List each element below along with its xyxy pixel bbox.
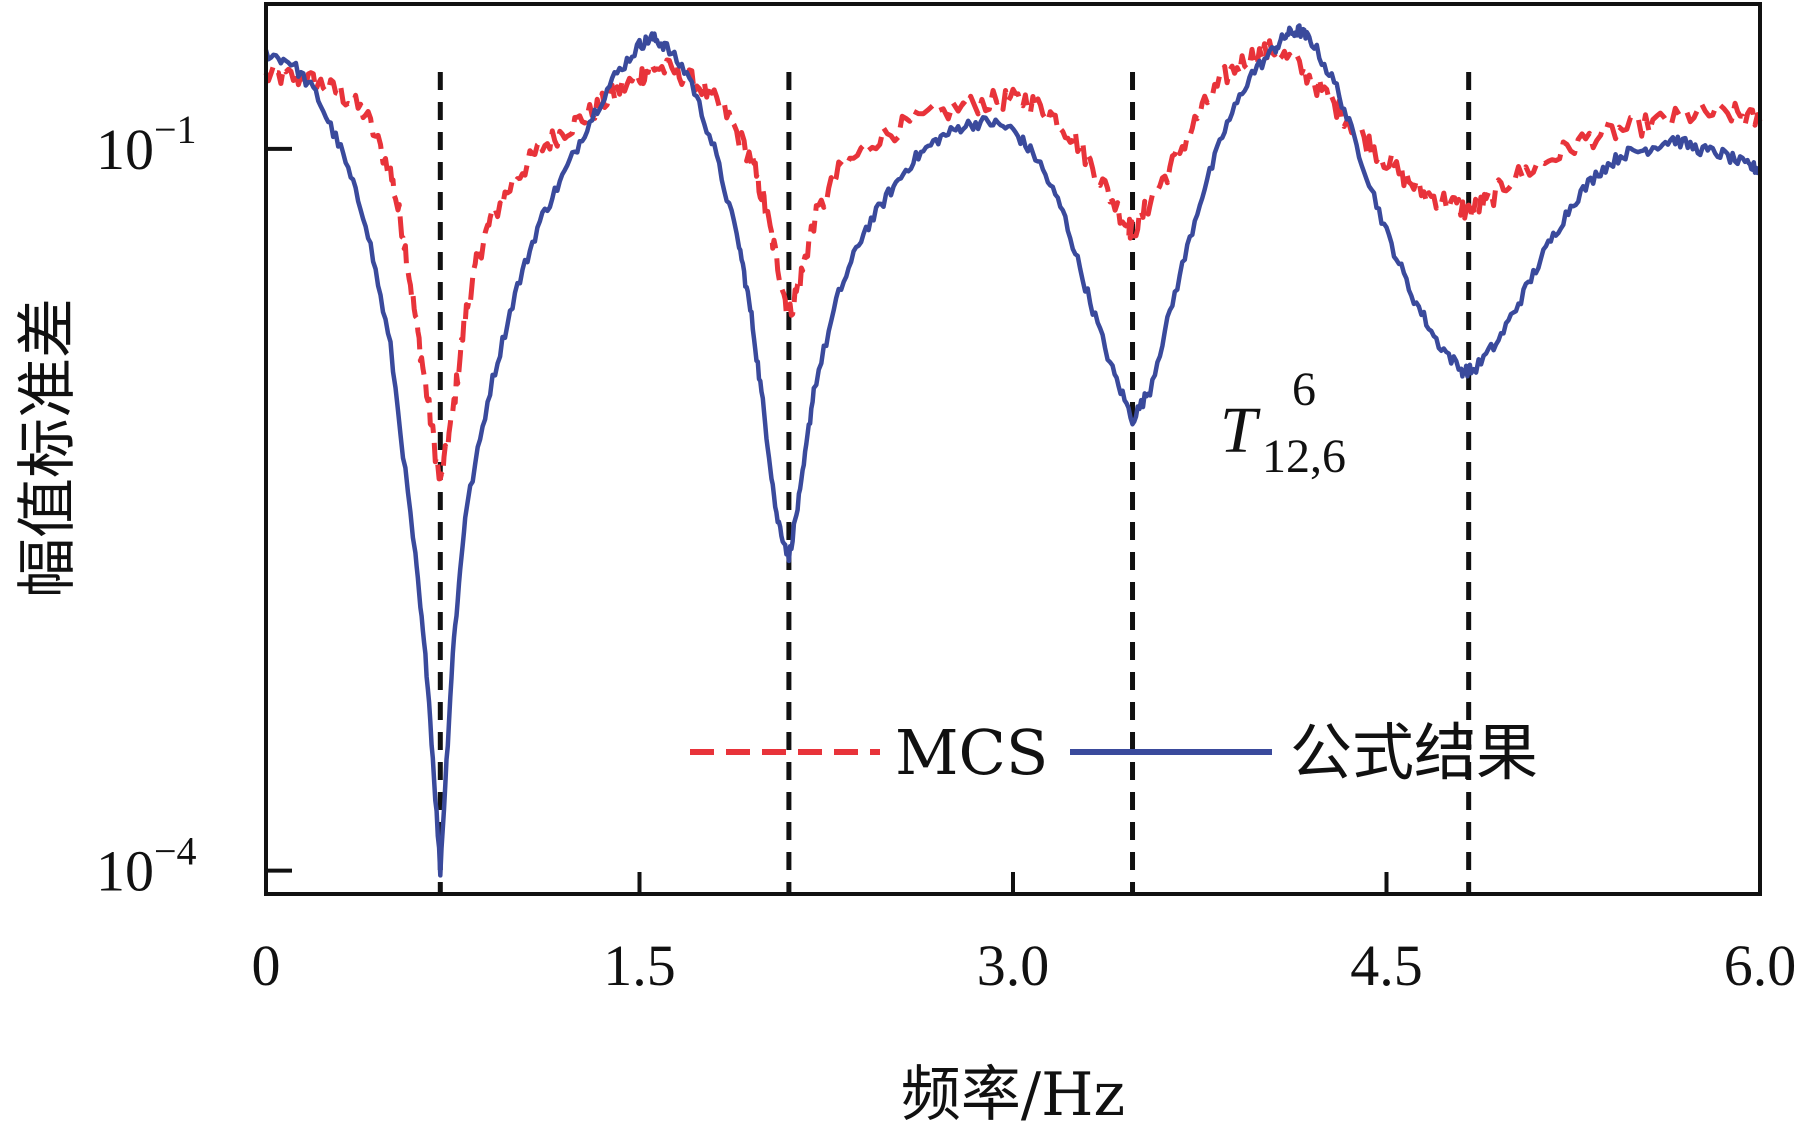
y-tick-exponent: −4 — [154, 829, 197, 874]
chart-annotation: T 6 12,6 — [1220, 363, 1346, 483]
legend-label-mcs: MCS — [895, 716, 1048, 789]
x-tick-label: 3.0 — [977, 933, 1050, 998]
x-tick-label: 1.5 — [603, 933, 676, 998]
annotation-main: T — [1220, 394, 1261, 467]
y-axis-title: 幅值标准差 — [13, 298, 83, 598]
y-tick-exponent: −1 — [154, 107, 197, 152]
x-axis-title: 频率/Hz — [901, 1060, 1125, 1130]
legend: MCS 公式结果 — [690, 716, 1538, 789]
series-line-mcs — [263, 38, 1763, 482]
x-tick-label: 0 — [252, 933, 281, 998]
series-layer — [263, 23, 1763, 878]
y-axis: 10−1 10−4 — [96, 107, 292, 904]
series-line-formula — [263, 23, 1762, 878]
annotation-subscript: 12,6 — [1262, 430, 1346, 483]
x-axis: 0 1.5 3.0 4.5 6.0 — [252, 872, 1797, 998]
y-tick-label: 10−4 — [96, 829, 197, 904]
y-tick-label: 10−1 — [96, 107, 197, 182]
annotation-superscript: 6 — [1292, 363, 1316, 416]
x-tick-label: 4.5 — [1350, 933, 1423, 998]
x-tick-label: 6.0 — [1724, 933, 1797, 998]
legend-label-formula: 公式结果 — [1290, 716, 1538, 789]
